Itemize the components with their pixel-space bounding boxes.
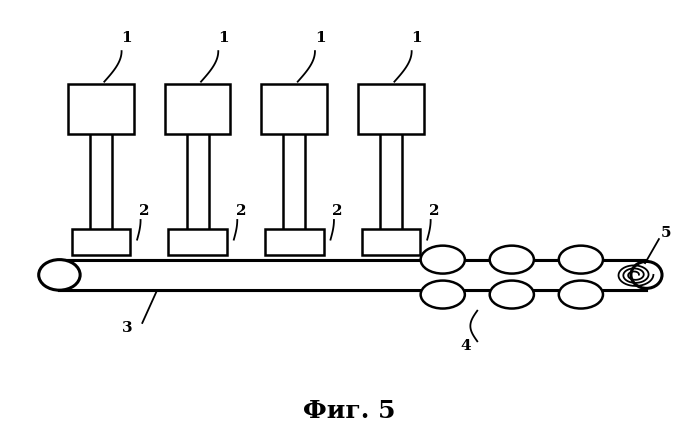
Circle shape [421,246,465,274]
Circle shape [490,246,534,274]
Text: 5: 5 [661,226,671,240]
Text: 1: 1 [315,31,326,44]
Text: 1: 1 [122,31,132,44]
Bar [168,230,227,255]
Bar [165,84,231,134]
Circle shape [559,281,603,308]
Bar [361,230,420,255]
Text: 2: 2 [429,204,440,218]
Circle shape [421,281,465,308]
Bar [68,84,134,134]
Text: 1: 1 [412,31,422,44]
Text: 2: 2 [332,204,343,218]
Text: 2: 2 [139,204,150,218]
Ellipse shape [38,259,80,290]
Bar [261,84,327,134]
Bar [59,259,647,290]
Circle shape [490,281,534,308]
Text: 2: 2 [236,204,246,218]
Bar [358,84,424,134]
Bar [71,230,130,255]
Text: 1: 1 [218,31,229,44]
Ellipse shape [631,262,662,288]
Text: 3: 3 [122,321,132,335]
Text: Фиг. 5: Фиг. 5 [303,399,396,423]
Text: 4: 4 [460,339,470,353]
Circle shape [559,246,603,274]
Bar [265,230,324,255]
